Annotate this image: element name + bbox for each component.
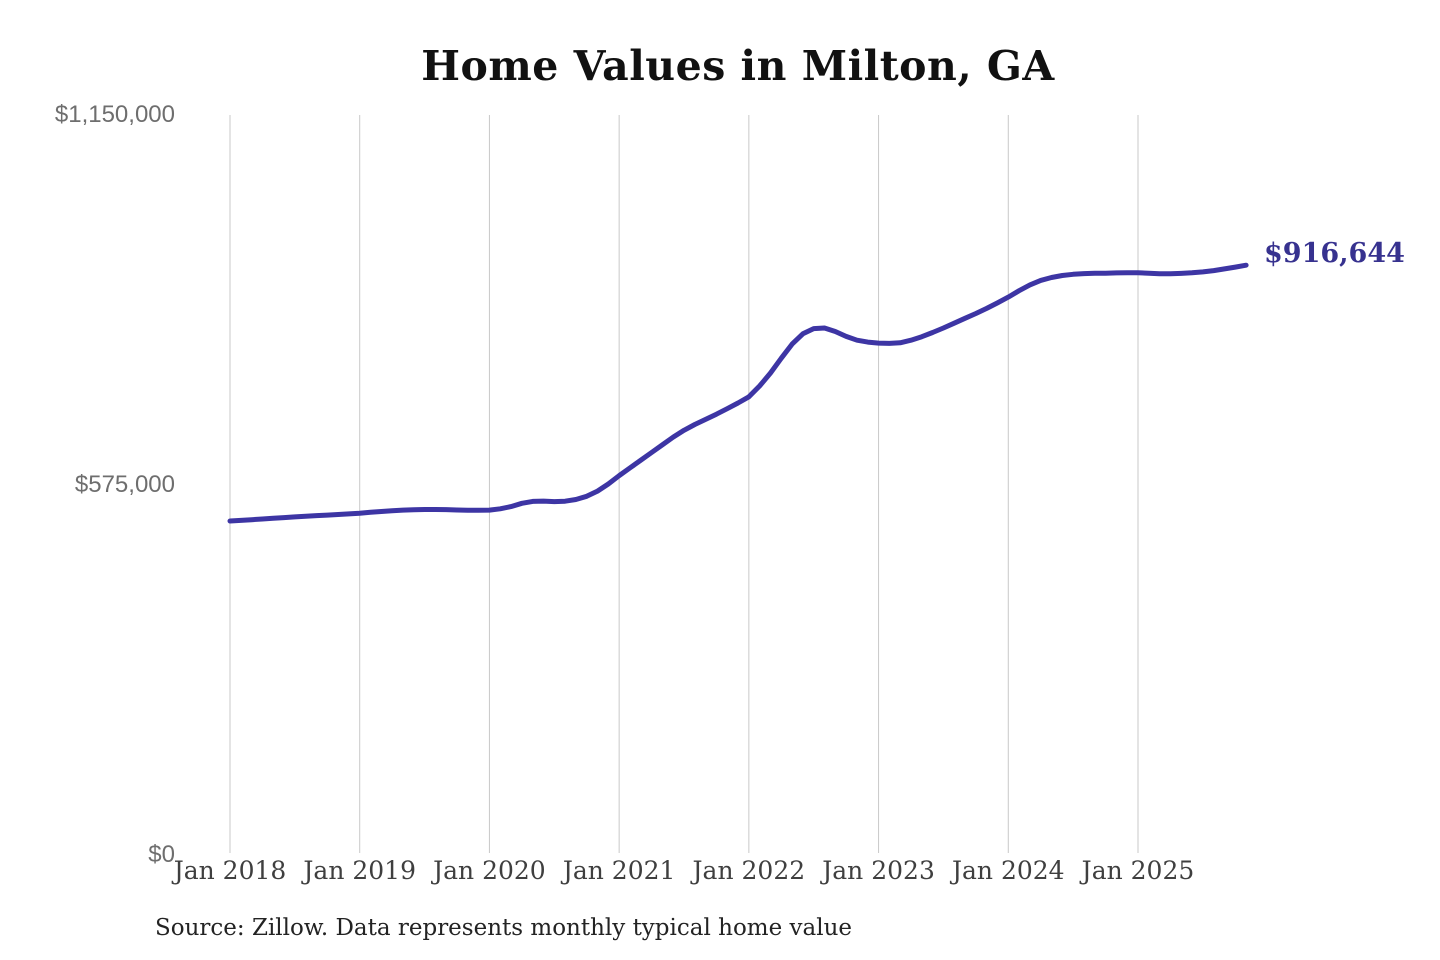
vertical-gridlines xyxy=(229,115,1139,853)
x-tick-label: Jan 2018 xyxy=(173,856,287,885)
x-tick-label: Jan 2025 xyxy=(1081,856,1195,885)
home-value-line xyxy=(227,262,1249,524)
y-tick-label-max: $1,150,000 xyxy=(54,101,175,128)
x-tick-label: Jan 2020 xyxy=(433,856,546,885)
y-tick-label-mid: $575,000 xyxy=(74,471,175,498)
x-tick-label: Jan 2023 xyxy=(822,856,935,885)
x-tick-label: Jan 2021 xyxy=(562,856,676,885)
x-tick-label: Jan 2019 xyxy=(303,856,416,885)
x-tick-label: Jan 2022 xyxy=(692,856,806,885)
x-tick-label: Jan 2024 xyxy=(951,856,1065,885)
source-note: Source: Zillow. Data represents monthly … xyxy=(155,915,853,941)
y-tick-label-zero: $0 xyxy=(148,841,175,868)
latest-value-label: $916,644 xyxy=(1264,238,1405,269)
chart-title: Home Values in Milton, GA xyxy=(421,42,1055,90)
